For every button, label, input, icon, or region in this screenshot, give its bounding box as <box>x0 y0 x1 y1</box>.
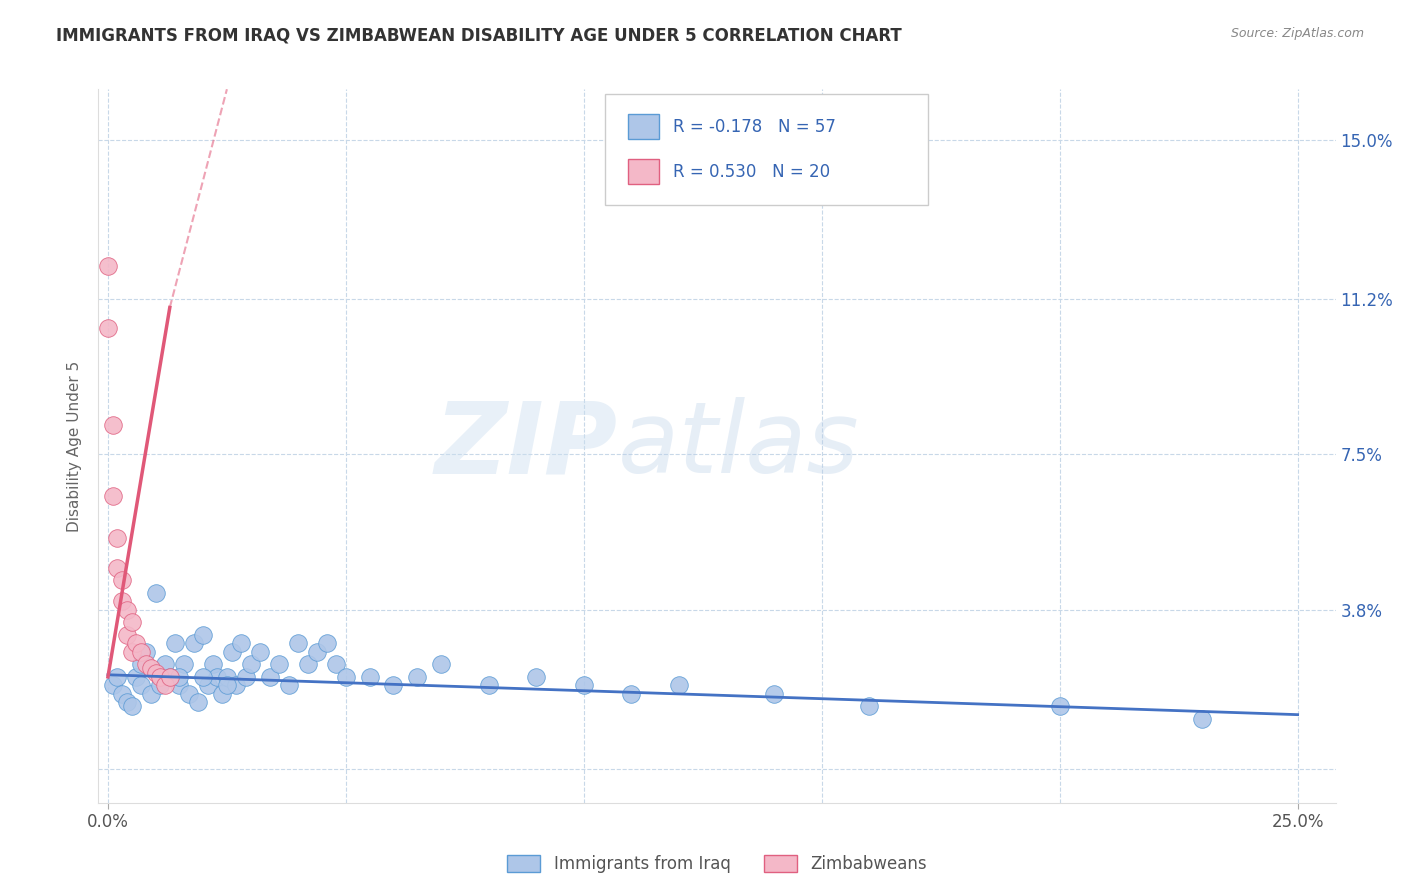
Point <box>763 687 786 701</box>
Text: atlas: atlas <box>619 398 859 494</box>
Point <box>287 636 309 650</box>
Point <box>101 417 124 432</box>
Point <box>121 645 143 659</box>
Point <box>159 670 181 684</box>
Point <box>135 657 157 672</box>
Point <box>107 670 129 684</box>
Point <box>129 678 152 692</box>
Legend: Immigrants from Iraq, Zimbabweans: Immigrants from Iraq, Zimbabweans <box>501 848 934 880</box>
Point <box>239 657 262 672</box>
Point <box>145 665 167 680</box>
Point <box>159 670 181 684</box>
Point <box>149 678 172 692</box>
Point <box>231 636 253 650</box>
Point <box>163 636 186 650</box>
Point <box>191 628 214 642</box>
Point <box>1191 712 1213 726</box>
Point <box>111 594 134 608</box>
Point <box>225 678 247 692</box>
Point <box>129 645 152 659</box>
Point <box>107 532 129 546</box>
Point <box>139 661 162 675</box>
Point <box>572 678 595 692</box>
Point <box>221 645 243 659</box>
Point <box>173 657 195 672</box>
Point <box>183 636 205 650</box>
Point <box>406 670 429 684</box>
Point <box>478 678 501 692</box>
Point <box>107 560 129 574</box>
Y-axis label: Disability Age Under 5: Disability Age Under 5 <box>67 360 83 532</box>
Point <box>153 657 176 672</box>
Point <box>169 678 191 692</box>
Point <box>115 628 138 642</box>
Point <box>201 657 224 672</box>
Text: R = 0.530   N = 20: R = 0.530 N = 20 <box>673 163 831 181</box>
Point <box>101 678 124 692</box>
Point <box>121 699 143 714</box>
Point <box>149 670 172 684</box>
Point <box>1049 699 1071 714</box>
Point <box>115 603 138 617</box>
Point <box>315 636 337 650</box>
Point <box>215 670 238 684</box>
Point <box>269 657 291 672</box>
Text: R = -0.178   N = 57: R = -0.178 N = 57 <box>673 118 837 136</box>
Point <box>115 695 138 709</box>
Point <box>97 259 120 273</box>
Point <box>111 687 134 701</box>
Point <box>249 645 271 659</box>
Point <box>668 678 690 692</box>
Point <box>153 678 176 692</box>
Point <box>430 657 453 672</box>
Point <box>307 645 329 659</box>
Point <box>135 645 157 659</box>
Point <box>101 489 124 503</box>
Point <box>97 321 120 335</box>
Point <box>125 670 148 684</box>
Point <box>129 657 152 672</box>
Point <box>858 699 880 714</box>
Point <box>197 678 219 692</box>
Text: Source: ZipAtlas.com: Source: ZipAtlas.com <box>1230 27 1364 40</box>
Point <box>524 670 547 684</box>
Point <box>139 687 162 701</box>
Point <box>121 615 143 630</box>
Point <box>177 687 200 701</box>
Point <box>325 657 347 672</box>
Point <box>145 586 167 600</box>
Point <box>359 670 381 684</box>
Point <box>235 670 257 684</box>
Point <box>215 678 238 692</box>
Text: IMMIGRANTS FROM IRAQ VS ZIMBABWEAN DISABILITY AGE UNDER 5 CORRELATION CHART: IMMIGRANTS FROM IRAQ VS ZIMBABWEAN DISAB… <box>56 27 903 45</box>
Point <box>125 636 148 650</box>
Point <box>259 670 281 684</box>
Point <box>191 670 214 684</box>
Point <box>187 695 209 709</box>
Point <box>620 687 643 701</box>
Point <box>169 670 191 684</box>
Text: ZIP: ZIP <box>434 398 619 494</box>
Point <box>277 678 299 692</box>
Point <box>111 574 134 588</box>
Point <box>335 670 357 684</box>
Point <box>207 670 229 684</box>
Point <box>211 687 233 701</box>
Point <box>297 657 319 672</box>
Point <box>382 678 405 692</box>
